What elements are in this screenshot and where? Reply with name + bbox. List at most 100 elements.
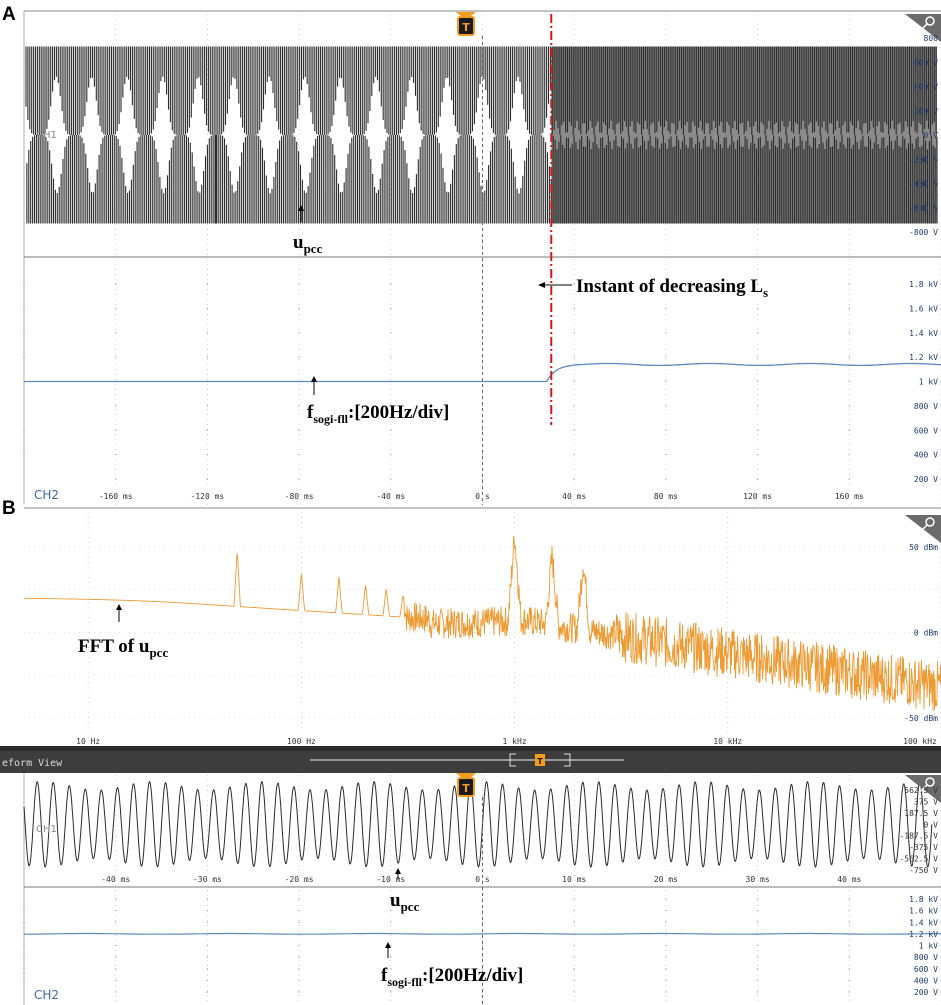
grid-dot-a xyxy=(573,478,575,480)
grid-dot-a xyxy=(206,332,209,334)
grid-dot-b xyxy=(298,898,300,900)
grid-dot-a xyxy=(23,478,25,480)
panel-a-ch1-label: CH1 xyxy=(36,130,57,141)
grid-dot-b xyxy=(848,979,850,982)
grid-dot-b xyxy=(481,956,484,958)
fft-annotation: FFT of upcc xyxy=(78,604,168,660)
x-tick-a: 80 ms xyxy=(654,492,678,501)
grid-dot-a xyxy=(390,332,392,334)
x-tick-b: 30 ms xyxy=(746,875,770,884)
panel-a-ch2-label: CH2 xyxy=(34,488,59,502)
grid-dot-a xyxy=(756,429,759,431)
trigger-marker-b[interactable]: T xyxy=(456,773,476,797)
grid-dot-b xyxy=(23,898,25,900)
grid-dot-b xyxy=(206,979,209,982)
grid-dot-a xyxy=(23,307,25,310)
grid-dot-a xyxy=(481,405,484,407)
svg-text:Instant of decreasing Ls: Instant of decreasing Ls xyxy=(576,276,768,300)
grid-dot-b xyxy=(848,991,850,993)
grid-dot-a xyxy=(206,283,209,285)
grid-dot-a xyxy=(665,332,667,334)
fft-x-tick: 1 kHz xyxy=(503,737,527,746)
grid-dot-b xyxy=(481,968,484,970)
upcc-annotation: upcc xyxy=(293,205,323,256)
overview-trigger-marker[interactable]: T xyxy=(535,754,545,766)
grid-dot-b xyxy=(206,991,209,993)
fft-y-tick: -50 dBm xyxy=(904,714,938,723)
ch2-y-tick-a: 1.6 kV xyxy=(909,304,938,313)
svg-text:T: T xyxy=(537,757,543,766)
grid-dot-b xyxy=(756,944,759,947)
grid-dot-a xyxy=(298,478,300,480)
panel-a-ch2-frequency-trace xyxy=(24,362,941,383)
fft-x-tick: 10 kHz xyxy=(713,737,742,746)
ch1-y-tick-a: 600 V xyxy=(914,58,938,67)
ch2-y-tick-a: 1.8 kV xyxy=(909,280,938,289)
ch2-y-tick-a: 1 kV xyxy=(919,378,938,387)
svg-text:fsogi-fll:[200Hz/div]: fsogi-fll:[200Hz/div] xyxy=(381,965,523,989)
grid-dot-b xyxy=(390,979,392,982)
x-tick-a: 0 s xyxy=(475,492,490,501)
grid-dot-b xyxy=(573,909,575,912)
x-tick-b: 10 ms xyxy=(562,875,586,884)
panel-b-ch2-y-ticks: 1.8 kV 1.6 kV 1.4 kV 1.2 kV 1 kV 800 V 600 V 40… xyxy=(909,895,938,997)
grid-dot-a xyxy=(665,283,667,285)
trigger-marker[interactable]: T xyxy=(456,12,476,36)
grid-dot-b xyxy=(756,979,759,982)
wave-zoom-tool-icon[interactable] xyxy=(905,775,941,803)
grid-dot-a xyxy=(756,283,759,285)
grid-dot-b xyxy=(115,956,117,958)
freq-label-a-suffix: :[200Hz/div] xyxy=(348,402,449,423)
grid-dot-b xyxy=(115,968,117,970)
ch1-y-tick-a: -200 V xyxy=(909,155,938,164)
grid-dot-b xyxy=(206,898,209,900)
x-tick-b: -30 ms xyxy=(193,875,222,884)
grid-dot-b xyxy=(848,921,850,923)
fft-label-main: FFT of u xyxy=(78,636,150,657)
grid-dot-a xyxy=(665,380,667,383)
ch1-y-tick-b: 0 V xyxy=(924,820,939,829)
grid-dot-a xyxy=(206,307,209,310)
freq-annotation-b: fsogi-fll:[200Hz/div] xyxy=(381,942,523,989)
zoom-tool-icon[interactable] xyxy=(905,14,941,42)
grid-dot-b xyxy=(665,898,667,900)
grid-dot-a xyxy=(206,453,209,456)
panel-a-ch1-waveform xyxy=(25,46,938,224)
x-tick-a: -120 ms xyxy=(191,492,225,501)
trigger-marker-label: T xyxy=(462,21,470,34)
ch2-y-tick-a: 600 V xyxy=(914,426,938,435)
grid-dot-a xyxy=(848,356,850,358)
svg-text:T: T xyxy=(462,782,470,795)
ch1-y-tick-b: 375 V xyxy=(914,797,938,806)
overview-slider-window[interactable] xyxy=(509,753,571,767)
event-label-main: Instant of decreasing L xyxy=(576,276,763,297)
ch1-y-tick-b: 562.5 V xyxy=(904,786,938,795)
freq-label-a-main: f xyxy=(307,402,314,423)
grid-dot-b xyxy=(665,968,667,970)
ch2-y-tick-b: 1 kV xyxy=(919,942,938,951)
grid-dot-a xyxy=(390,405,392,407)
x-tick-b: -40 ms xyxy=(101,875,130,884)
grid-dot-a xyxy=(848,332,850,334)
grid-dot-b xyxy=(665,909,667,912)
grid-dot-b xyxy=(298,968,300,970)
fft-y-tick: 50 dBm xyxy=(909,543,938,552)
grid-dot-a xyxy=(573,356,575,358)
fft-zoom-tool-icon[interactable] xyxy=(905,515,941,543)
ch1-y-tick-a: -800 V xyxy=(909,228,938,237)
ch1-y-tick-b: -750 V xyxy=(909,866,938,875)
ch2-y-tick-a: 800 V xyxy=(914,402,938,411)
grid-dot-b xyxy=(848,898,850,900)
upcc-annotation-b: upcc xyxy=(390,868,420,914)
grid-dot-b xyxy=(848,909,850,912)
grid-dot-a xyxy=(206,405,209,407)
grid-dot-b xyxy=(298,956,300,958)
grid-dot-a xyxy=(390,307,392,310)
grid-dot-b xyxy=(390,956,392,958)
grid-dot-b xyxy=(206,921,209,923)
grid-dot-b xyxy=(206,909,209,912)
grid-dot-b xyxy=(481,909,484,912)
fft-label-sub: pcc xyxy=(149,645,168,660)
